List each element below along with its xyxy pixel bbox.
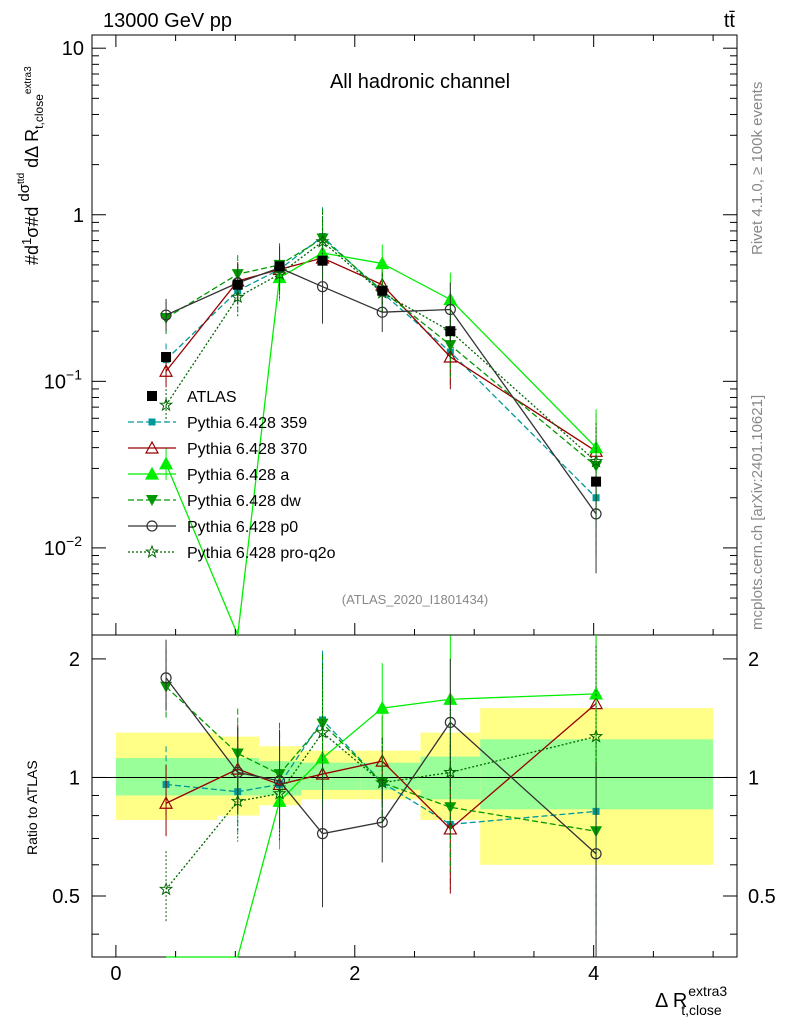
x-tick-label: 4 [588, 963, 599, 985]
marker-main [158, 397, 174, 412]
band-stat [115, 758, 218, 796]
marker-ratio [588, 729, 604, 743]
band-stat [480, 739, 714, 810]
legend-label: ATLAS [187, 389, 237, 406]
x-tick-label: 2 [349, 963, 360, 985]
legend-marker [146, 520, 158, 532]
marker-ratio [443, 764, 458, 779]
y-tick-label-main: 1 [73, 205, 84, 227]
legend-label: Pythia 6.428 dw [187, 493, 301, 510]
marker-ratio [160, 672, 172, 684]
marker-ratio [315, 725, 330, 739]
atlas-point [591, 476, 602, 487]
marker-ratio [272, 786, 287, 800]
y-tick-label-ratio: 0.5 [748, 886, 776, 908]
ratio-marks [158, 635, 604, 958]
legend-label: Pythia 6.428 a [187, 467, 289, 484]
main-marks [158, 207, 604, 638]
marker-ratio [589, 686, 604, 700]
header-right: tt̄ [724, 10, 736, 32]
header-left: 13000 GeV pp [103, 10, 232, 32]
marker-ratio [375, 700, 390, 714]
marker-main [316, 281, 329, 293]
legend-label: Pythia 6.428 359 [187, 415, 307, 432]
marker-ratio [316, 828, 329, 840]
x-tick-label: 0 [110, 963, 121, 985]
y-tick-label-main: 10−2 [44, 533, 82, 560]
band-stat [360, 762, 421, 790]
marker-main [159, 456, 174, 470]
marker-main [272, 266, 287, 281]
marker-main [590, 461, 603, 473]
y-tick-label-ratio: 1 [748, 767, 759, 789]
legend-marker [144, 440, 160, 454]
marker-main [316, 233, 329, 245]
y-axis-title-main: #d1σ#d dσttd dΔ Rt,closeextra3 [16, 66, 46, 265]
marker-main [315, 234, 330, 248]
chart-title: All hadronic channel [330, 71, 510, 93]
legend-label: Pythia 6.428 370 [187, 441, 307, 458]
y-axis-title-ratio: Ratio to ATLAS [24, 760, 40, 855]
y-tick-label-ratio: 2 [69, 649, 80, 671]
marker-ratio [590, 848, 602, 860]
atlas-point [232, 279, 243, 290]
legend-marker [148, 418, 156, 426]
analysis-label: (ATLAS_2020_I1801434) [342, 592, 488, 607]
atlas-point [317, 255, 328, 266]
marker-ratio [376, 816, 388, 828]
marker-main [160, 309, 172, 321]
band-stat [301, 762, 361, 790]
atlas-point [445, 326, 456, 337]
series-line-main [165, 235, 597, 499]
y-tick-label-ratio: 0.5 [52, 886, 80, 908]
legend: ATLAS Pythia 6.428 359 Pythia 6.428 370 Pyt… [128, 389, 336, 562]
y-tick-label-ratio: 1 [69, 767, 80, 789]
legend-marker [146, 495, 158, 506]
rivet-label: Rivet 4.1.0, ≥ 100k events [749, 82, 766, 255]
atlas-point [377, 285, 388, 296]
y-tick-label-main: 10 [62, 38, 84, 60]
y-tick-label-ratio: 2 [748, 649, 759, 671]
marker-main [159, 363, 174, 377]
legend-marker [144, 466, 160, 480]
x-axis-title: Δ Rextra3 t,close [655, 983, 727, 1018]
y-tick-label-main: 10−1 [44, 366, 82, 393]
legend-label: Pythia 6.428 p0 [187, 519, 298, 536]
marker-main [230, 289, 245, 304]
marker-main [588, 454, 604, 468]
marker-ratio [230, 793, 245, 808]
legend-marker-atlas [147, 391, 157, 401]
legend-label: Pythia 6.428 pro-q2o [187, 545, 336, 562]
atlas-point [274, 261, 285, 272]
marker-ratio [158, 881, 174, 896]
marker-ratio [375, 775, 390, 789]
marker-ratio [159, 795, 174, 809]
marker-ratio [444, 802, 457, 814]
legend-marker [144, 544, 160, 559]
marker-main [375, 256, 390, 270]
ratio-bands [115, 708, 714, 865]
atlas-point [161, 351, 172, 362]
mcplots-label: mcplots.cern.ch [arXiv:2401.10621] [749, 395, 766, 630]
